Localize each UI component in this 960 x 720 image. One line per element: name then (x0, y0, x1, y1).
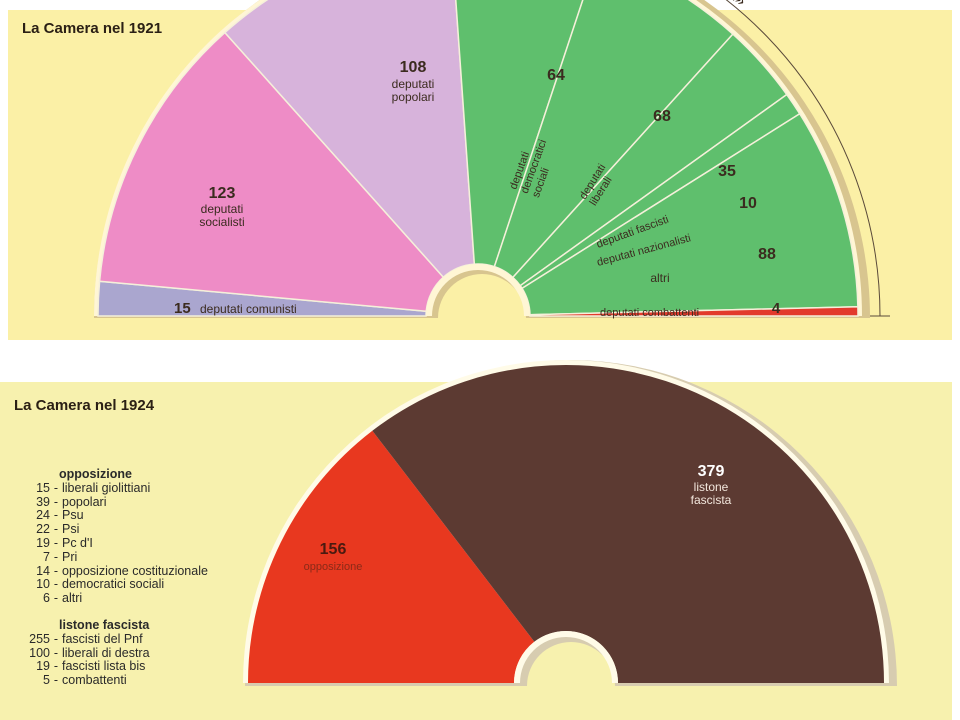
legend-count: 10 (36, 577, 50, 592)
legend-party: Pri (62, 549, 78, 564)
legend-count: 22 (36, 522, 50, 537)
legend-row: 6- altri (6, 591, 266, 606)
legend-dash: - (53, 549, 59, 564)
legend-row: 255- fascisti del Pnf (6, 631, 266, 647)
legend-party: Psi (62, 522, 80, 537)
legend-row: 5- combattenti (6, 673, 266, 688)
legend-heading-opposition: opposizione (59, 467, 132, 481)
legend-opposition-list: 15- liberali giolittiani 39- popolari 24- Psu… (6, 480, 266, 606)
legend-party: fascisti del Pnf (62, 631, 143, 646)
value-label-1921-7: 88 (758, 246, 776, 263)
legend-row: 24- Psu (6, 509, 266, 523)
legend-dash: - (53, 631, 59, 646)
legend-row: 14- opposizione costituzionale (6, 563, 266, 579)
legend-count: 39 (36, 494, 50, 509)
legend-party: Psu (62, 508, 84, 523)
category-label-1921-2: deputati popolari (392, 77, 435, 104)
value-label-1921-5: 35 (718, 163, 736, 180)
category-label-1921-0: deputati comunisti (200, 302, 297, 316)
legend-dash: - (53, 645, 59, 660)
legend-party: altri (62, 591, 83, 606)
legend-row: 15- liberali giolittiani (6, 480, 266, 496)
legend-dash: - (53, 673, 59, 688)
legend-party: combattenti (62, 673, 127, 688)
legend-count: 19 (36, 535, 50, 550)
hemicycle-1921-inner-ring (426, 264, 530, 316)
value-label-1921-3: 64 (547, 67, 565, 84)
slice-1924-0 (248, 430, 535, 683)
value-label-1924-1: 379 (698, 463, 725, 480)
legend-count: 14 (36, 563, 50, 578)
bracket-arc-1921 (725, 0, 881, 317)
value-label-1921-2: 108 (400, 59, 427, 76)
category-label-1924-0: opposizione (304, 561, 363, 573)
chart-title-1924: La Camera nel 1924 (14, 397, 155, 414)
legend-dash: - (53, 563, 59, 578)
legend-party: liberali giolittiani (62, 480, 151, 495)
legend-dash: - (53, 508, 59, 523)
legend-dash: - (53, 494, 59, 509)
value-label-1921-0: 15 (174, 300, 191, 317)
legend-dash: - (53, 659, 59, 674)
legend-count: 19 (36, 659, 50, 674)
legend-party: popolari (62, 494, 107, 509)
legend-row: 19- fascisti lista bis (6, 660, 266, 674)
slice-1924-1 (372, 365, 884, 683)
legend-dash: - (53, 480, 59, 495)
legend-count: 15 (36, 480, 50, 495)
legend-party: fascisti lista bis (62, 659, 146, 674)
legend-row: 39- popolari (6, 494, 266, 510)
value-label-1921-8: 4 (772, 300, 781, 317)
legend-row: 19- Pc d'I (6, 535, 266, 551)
legend-row: 100- liberali di destra (6, 645, 266, 661)
value-label-1921-4: 68 (653, 108, 671, 125)
category-label-1921-7: altri (650, 271, 669, 285)
category-label-1924-1: listone fascista (691, 480, 732, 507)
legend-count: 6 (43, 591, 50, 606)
legend-dash: - (53, 577, 59, 592)
legend-count: 100 (29, 645, 50, 660)
category-label-1921-8: deputati combattenti (600, 307, 699, 319)
legend-row: 7- Pri (6, 549, 266, 565)
legend-count: 5 (43, 673, 50, 688)
legend-party: opposizione costituzionale (62, 563, 208, 578)
legend-dash: - (53, 591, 59, 606)
legend-dash: - (53, 522, 59, 537)
legend-row: 22- Psi (6, 522, 266, 537)
value-label-1924-0: 156 (320, 541, 347, 558)
legend-count: 255 (29, 631, 50, 646)
legend-party: Pc d'I (62, 535, 93, 550)
value-label-1921-6: 10 (739, 195, 757, 212)
legend-count: 24 (36, 508, 50, 523)
legend-party: liberali di destra (62, 645, 150, 660)
value-label-1921-1: 123 (209, 185, 236, 202)
legend-count: 7 (43, 549, 50, 564)
legend-1924: opposizione 15- liberali giolittiani 39- po… (6, 467, 266, 688)
legend-heading-listone: listone fascista (59, 617, 150, 632)
legend-listone-list: 255- fascisti del Pnf 100- liberali di dest… (6, 631, 266, 688)
category-label-1921-1: deputati socialisti (199, 202, 244, 229)
legend-dash: - (53, 535, 59, 550)
hemicycle-1924-inner-ring (514, 631, 618, 683)
legend-row: 10- democratici sociali (6, 578, 266, 592)
chart-title-1921: La Camera nel 1921 (22, 20, 163, 37)
legend-party: democratici sociali (62, 577, 165, 592)
